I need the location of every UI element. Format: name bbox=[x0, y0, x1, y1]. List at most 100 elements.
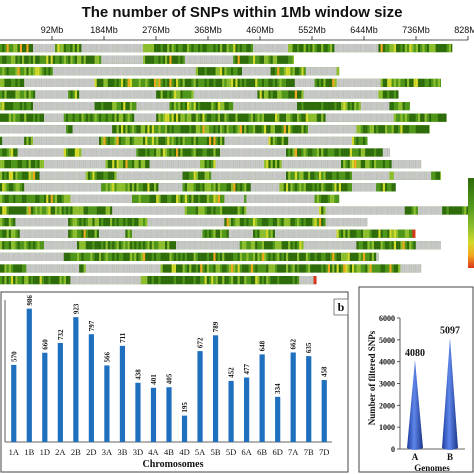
chromosome-value-label: 452 bbox=[228, 367, 236, 378]
chromosome-bar bbox=[57, 343, 63, 442]
genome-cone bbox=[442, 337, 458, 450]
chromosome-category-label: 6B bbox=[257, 447, 267, 457]
x-tick-label: 368Mb bbox=[194, 25, 222, 35]
chromosome-category-label: 6A bbox=[241, 447, 252, 457]
chromosome-bar bbox=[166, 387, 172, 442]
chromosome-category-label: 4B bbox=[164, 447, 174, 457]
chromosome-value-label: 923 bbox=[72, 303, 80, 314]
chromosome-bar bbox=[244, 377, 250, 442]
chromosome-category-label: 4A bbox=[148, 447, 159, 457]
snp-density-panel: The number of SNPs within 1Mb window siz… bbox=[0, 4, 474, 285]
chromosome-category-label: 2D bbox=[86, 447, 96, 457]
chromosome-value-label: 711 bbox=[119, 332, 127, 343]
chromosome-category-label: 2A bbox=[55, 447, 66, 457]
x-tick-label: 276Mb bbox=[142, 25, 170, 35]
chromosome-bar bbox=[104, 365, 110, 442]
chromosome-value-label: 648 bbox=[259, 340, 267, 351]
chromosome-bar bbox=[228, 380, 234, 442]
genome-y-tick-label: 3000 bbox=[379, 380, 395, 389]
chromosome-value-label: 660 bbox=[41, 339, 49, 350]
chromosome-category-label: 7A bbox=[288, 447, 299, 457]
chromosome-density-row bbox=[0, 252, 379, 261]
chromosome-value-label: 986 bbox=[26, 295, 34, 306]
chromosome-density-row bbox=[0, 148, 391, 157]
chromosome-density-row bbox=[0, 218, 368, 227]
genome-y-tick-label: 0 bbox=[391, 445, 395, 454]
x-tick-label: 92Mb bbox=[41, 25, 64, 35]
chromosome-category-label: 5A bbox=[195, 447, 206, 457]
chromosome-bar bbox=[73, 317, 79, 442]
chromosome-bar bbox=[11, 364, 17, 442]
x-tick-label: 184Mb bbox=[90, 25, 118, 35]
chromosome-density-row bbox=[0, 125, 430, 134]
genome-y-tick-label: 6000 bbox=[379, 314, 395, 323]
density-x-axis: 92Mb 184Mb 276Mb 368Mb 460Mb 552Mb 644Mb 736Mb 8… bbox=[0, 25, 474, 41]
chromosome-category-label: 3D bbox=[133, 447, 143, 457]
chromosome-category-label: 2B bbox=[71, 447, 81, 457]
density-legend-bar bbox=[468, 178, 474, 268]
chromosome-category-label: 3A bbox=[102, 447, 113, 457]
chromosome-category-label: 3B bbox=[117, 447, 127, 457]
x-tick-label: 552Mb bbox=[298, 25, 326, 35]
chromosome-category-label: 6D bbox=[272, 447, 282, 457]
genome-panel-frame bbox=[358, 286, 474, 473]
density-rows bbox=[0, 44, 470, 285]
chromosome-bar bbox=[181, 415, 188, 442]
chromosome-value-label: 732 bbox=[57, 329, 65, 340]
chromosome-bar bbox=[259, 354, 265, 442]
chromosome-bar bbox=[212, 335, 219, 442]
chromosome-density-row bbox=[0, 67, 340, 76]
chromosome-value-label: 566 bbox=[103, 351, 111, 362]
chromosome-density-row bbox=[0, 113, 447, 122]
genome-cone bbox=[407, 359, 423, 450]
chromosome-density-row bbox=[0, 206, 470, 215]
chromosome-density-row bbox=[0, 194, 340, 203]
genome-category-label: A bbox=[412, 452, 419, 462]
genome-y-ticks: 0 1000 2000 3000 4000 5000 6000 bbox=[379, 314, 400, 454]
genome-x-axis-title: Genomes bbox=[414, 463, 450, 473]
genome-y-tick-label: 1000 bbox=[379, 423, 395, 432]
chromosome-value-label: 458 bbox=[321, 366, 329, 377]
chromosome-density-row bbox=[0, 102, 410, 111]
chromosome-value-label: 405 bbox=[166, 373, 174, 384]
chromosome-bar bbox=[275, 396, 281, 442]
genome-y-axis-title: Number of filtered SNPs bbox=[367, 330, 377, 425]
chromosome-bar bbox=[135, 382, 141, 442]
chromosome-value-label: 797 bbox=[88, 320, 96, 331]
panel-label-box bbox=[333, 298, 349, 316]
chromosome-bar bbox=[290, 352, 296, 442]
chromosome-category-label: 1A bbox=[9, 447, 20, 457]
chromosome-density-row bbox=[0, 90, 399, 99]
chromosome-density-row bbox=[0, 276, 317, 285]
chromosome-category-label: 5B bbox=[211, 447, 221, 457]
x-tick-label: 736Mb bbox=[402, 25, 430, 35]
chromosome-category-label: 7B bbox=[304, 447, 314, 457]
chromosome-density-row bbox=[0, 160, 422, 169]
chromosome-value-label: 334 bbox=[274, 383, 282, 394]
chromosome-value-label: 570 bbox=[10, 351, 18, 362]
chromosome-bar bbox=[26, 308, 32, 442]
chromosome-value-label: 635 bbox=[305, 342, 313, 353]
chromosome-density-row bbox=[0, 229, 416, 238]
chromosome-bars: 570 1A 986 1B 660 1D 732 2A 923 2B 797 2D 566 3A 711 3B… bbox=[9, 295, 330, 457]
genome-value-label: 5097 bbox=[440, 326, 460, 337]
chromosome-bar-panel: b 570 1A 986 1B 660 1D 732 2A 923 2B 797 2D 566 3A 711… bbox=[0, 291, 349, 473]
chromosome-density-row bbox=[0, 55, 294, 64]
chromosome-value-label: 438 bbox=[134, 369, 142, 380]
genome-cones: 4080 A 5097 B bbox=[405, 326, 460, 462]
genome-y-tick-label: 4000 bbox=[379, 358, 395, 367]
genome-bar-panel: Number of filtered SNPs 0 1000 2000 3000 400… bbox=[358, 286, 474, 473]
chromosome-value-label: 662 bbox=[290, 338, 298, 349]
chromosome-value-label: 401 bbox=[150, 374, 158, 385]
genome-category-label: B bbox=[447, 452, 453, 462]
chromosome-bar bbox=[88, 334, 94, 442]
chromosome-density-row bbox=[0, 44, 453, 53]
chromosome-bar bbox=[119, 345, 126, 442]
chromosome-x-axis-title: Chromosomes bbox=[143, 459, 204, 470]
chromosome-value-label: 477 bbox=[243, 363, 251, 374]
chromosome-density-row bbox=[0, 183, 396, 192]
chromosome-category-label: 1D bbox=[40, 447, 50, 457]
chromosome-bar bbox=[197, 351, 203, 442]
chromosome-bar bbox=[321, 380, 327, 442]
